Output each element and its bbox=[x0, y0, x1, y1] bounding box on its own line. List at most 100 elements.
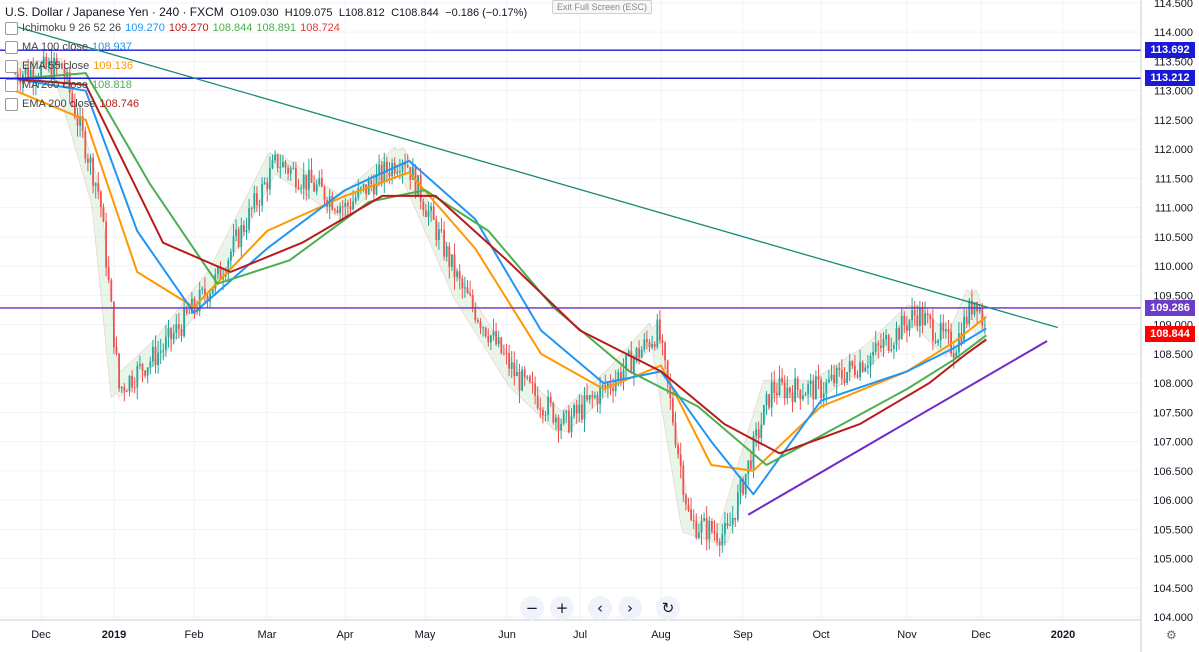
candle-body bbox=[185, 307, 188, 313]
candle-body bbox=[869, 355, 872, 366]
candle-body bbox=[53, 58, 55, 80]
drawing-lines bbox=[0, 25, 1141, 516]
scroll-left-button[interactable]: ‹ bbox=[588, 596, 612, 620]
candle-body bbox=[625, 355, 627, 371]
candle-body bbox=[279, 167, 282, 169]
candle-body bbox=[349, 205, 352, 210]
visibility-toggle-icon[interactable] bbox=[5, 21, 18, 35]
candle-body bbox=[742, 479, 744, 494]
y-tick-label: 108.500 bbox=[1153, 349, 1193, 361]
candle-body bbox=[123, 386, 126, 392]
candle-body bbox=[42, 56, 45, 66]
candle-body bbox=[354, 198, 357, 202]
candle-body bbox=[723, 523, 726, 535]
candle-body bbox=[162, 349, 165, 352]
candle-body bbox=[84, 130, 87, 159]
x-tick-label: Dec bbox=[971, 629, 991, 641]
candle-body bbox=[526, 376, 529, 378]
candle-body bbox=[232, 236, 235, 252]
indicator-value: 108.844 bbox=[212, 22, 253, 34]
candle-body bbox=[404, 162, 406, 166]
exit-fullscreen-button[interactable]: Exit Full Screen (ESC) bbox=[552, 0, 653, 14]
candle-body bbox=[79, 116, 81, 126]
indicator-line-ma-200-close bbox=[15, 72, 987, 466]
candle-body bbox=[929, 315, 932, 320]
candle-body bbox=[63, 68, 66, 78]
candle-body bbox=[656, 319, 659, 348]
candle-body bbox=[788, 387, 791, 393]
x-tick-label: Jun bbox=[498, 629, 516, 641]
candle-body bbox=[934, 340, 937, 343]
candle-body bbox=[40, 65, 42, 79]
candle-body bbox=[653, 343, 656, 348]
candle-body bbox=[172, 332, 175, 340]
x-tick-label: Apr bbox=[336, 629, 353, 641]
ohlc-open: O109.030 bbox=[230, 7, 279, 19]
candle-body bbox=[749, 460, 752, 469]
candle-body bbox=[718, 541, 721, 546]
settings-icon[interactable]: ⚙ bbox=[1166, 628, 1177, 642]
candle-body bbox=[27, 67, 29, 79]
candle-body bbox=[952, 353, 955, 359]
candle-body bbox=[201, 288, 204, 291]
candle-body bbox=[734, 517, 737, 520]
candle-body bbox=[669, 382, 672, 399]
candle-body bbox=[931, 319, 934, 341]
visibility-toggle-icon[interactable] bbox=[5, 78, 18, 92]
candle-body bbox=[469, 293, 471, 295]
x-tick-label: Sep bbox=[733, 629, 753, 641]
candle-body bbox=[752, 435, 755, 469]
candle-body bbox=[796, 378, 799, 390]
price-tag-blue: 113.692 bbox=[1145, 42, 1195, 59]
candle-body bbox=[216, 266, 219, 275]
candle-body bbox=[541, 409, 544, 416]
candle-body bbox=[978, 308, 981, 312]
candle-body bbox=[227, 260, 230, 275]
candle-body bbox=[521, 369, 523, 391]
reset-chart-button[interactable]: ↻ bbox=[656, 596, 680, 620]
indicator-name: MA 200 close bbox=[22, 79, 89, 91]
candle-body bbox=[284, 161, 287, 168]
y-tick-label: 105.500 bbox=[1153, 524, 1193, 536]
candle-body bbox=[794, 378, 796, 402]
candle-body bbox=[955, 352, 958, 359]
visibility-toggle-icon[interactable] bbox=[5, 59, 18, 73]
visibility-toggle-icon[interactable] bbox=[5, 40, 18, 54]
candle-body bbox=[861, 362, 864, 372]
candle-body bbox=[762, 405, 765, 425]
legend-indicator-row[interactable]: MA 100 close 108.937 bbox=[5, 38, 527, 57]
visibility-toggle-icon[interactable] bbox=[5, 97, 18, 111]
x-tick-label: May bbox=[415, 629, 436, 641]
legend-indicator-row[interactable]: MA 200 close 108.818 bbox=[5, 76, 527, 95]
candle-body bbox=[905, 325, 908, 331]
candle-body bbox=[502, 352, 505, 354]
candle-body bbox=[105, 221, 107, 268]
candle-body bbox=[622, 370, 625, 382]
legend-indicator-row[interactable]: EMA 200 close 108.746 bbox=[5, 95, 527, 114]
candle-body bbox=[305, 174, 308, 190]
candle-body bbox=[638, 348, 640, 358]
candle-body bbox=[760, 424, 763, 438]
candle-body bbox=[422, 201, 425, 211]
scroll-right-button[interactable]: › bbox=[618, 596, 642, 620]
candle-body bbox=[890, 348, 893, 351]
price-tag-blue: 113.212 bbox=[1145, 70, 1195, 87]
candle-body bbox=[843, 378, 846, 383]
indicator-value: 109.136 bbox=[93, 60, 134, 72]
zoom-out-button[interactable]: − bbox=[520, 596, 544, 620]
candle-body bbox=[911, 310, 913, 321]
legend-indicator-row[interactable]: EMA 55 close 109.136 bbox=[5, 57, 527, 76]
indicator-value: 109.270 bbox=[125, 22, 165, 34]
legend-indicator-row[interactable]: Ichimoku 9 26 52 26 109.270 109.270 108.844… bbox=[5, 19, 527, 38]
zoom-in-button[interactable]: + bbox=[550, 596, 574, 620]
candle-body bbox=[471, 294, 474, 308]
candle-body bbox=[853, 365, 856, 375]
candle-body bbox=[352, 201, 354, 210]
candle-body bbox=[513, 362, 516, 377]
ohlc-low: L108.812 bbox=[338, 7, 385, 19]
x-tick-label: Oct bbox=[812, 629, 829, 641]
candle-body bbox=[131, 376, 133, 388]
candle-body bbox=[963, 316, 965, 343]
y-tick-label: 105.000 bbox=[1153, 554, 1193, 566]
